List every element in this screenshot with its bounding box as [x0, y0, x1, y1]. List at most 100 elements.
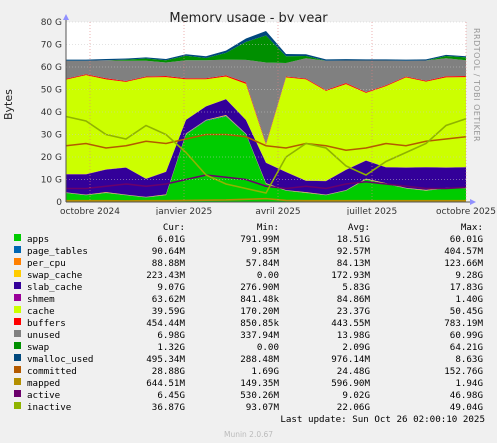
line-committed — [65, 133, 467, 152]
legend-max: 50.45G — [449, 306, 483, 317]
legend-avg: 2.09G — [342, 342, 370, 353]
legend-name: mapped — [27, 378, 61, 389]
legend-min: 57.84M — [245, 258, 279, 269]
legend-min: 841.48k — [240, 294, 279, 305]
x-tick-label: janvier 2025 — [155, 207, 213, 215]
legend-name: shmem — [27, 294, 55, 305]
legend-max: 783.19M — [444, 318, 483, 329]
legend-avg: 172.93M — [331, 270, 370, 281]
legend-name: unused — [27, 330, 61, 341]
legend-header-cur: Cur: — [162, 222, 185, 233]
legend-row: shmem 63.62M 841.48k 84.86M 1.40G — [0, 294, 497, 306]
legend-row: buffers 454.44M 850.85k 443.55M 783.19M — [0, 318, 497, 330]
legend-swatch — [14, 342, 21, 349]
legend-row: unused 6.98G 337.94M 13.98G 60.99G — [0, 330, 497, 342]
legend-name: slab_cache — [27, 282, 83, 293]
legend-cur: 63.62M — [151, 294, 185, 305]
legend-name: apps — [27, 234, 50, 245]
area-apps — [66, 116, 466, 202]
legend-min: 850.85k — [240, 318, 279, 329]
legend-min: 791.99M — [240, 234, 279, 245]
x-tick-label: avril 2025 — [255, 207, 300, 215]
legend-name: buffers — [27, 318, 66, 329]
legend-name: cache — [27, 306, 55, 317]
legend-row: mapped 644.51M 149.35M 596.90M 1.94G — [0, 378, 497, 390]
area-buffers — [66, 74, 466, 145]
y-tick-label: 50 G — [41, 86, 62, 96]
legend-name: active — [27, 390, 61, 401]
legend-max: 123.66M — [444, 258, 483, 269]
legend-row: committed 28.88G 1.69G 24.48G 152.76G — [0, 366, 497, 378]
legend-max: 49.04G — [449, 402, 483, 413]
legend-name: inactive — [27, 402, 72, 413]
legend-min: 0.00 — [256, 270, 279, 281]
legend-header-min: Min: — [256, 222, 279, 233]
legend-max: 64.21G — [449, 342, 483, 353]
legend-cur: 6.01G — [157, 234, 185, 245]
x-tick-label: octobre 2024 — [60, 207, 120, 215]
memory-usage-chart: 0 10 G 20 G 30 G 40 G 50 G 60 G 70 G 80 G octobre… — [41, 14, 496, 215]
x-tick-label: juillet 2025 — [346, 207, 398, 215]
legend-swatch — [14, 270, 21, 277]
legend-header-avg: Avg: — [347, 222, 370, 233]
legend-avg: 443.55M — [331, 318, 370, 329]
legend-swatch — [14, 366, 21, 373]
legend-avg: 596.90M — [331, 378, 370, 389]
legend-min: 1.69G — [251, 366, 279, 377]
legend-cur: 6.98G — [157, 330, 185, 341]
legend-row: per_cpu 88.88M 57.84M 84.13M 123.66M — [0, 258, 497, 270]
munin-version: Munin 2.0.67 — [223, 430, 274, 439]
legend-max: 1.40G — [455, 294, 483, 305]
area-swap — [66, 35, 466, 63]
legend-swatch — [14, 258, 21, 265]
legend-swatch — [14, 402, 21, 409]
legend-min: 337.94M — [240, 330, 279, 341]
y-tick-label: 60 G — [41, 63, 62, 73]
legend-swatch — [14, 294, 21, 301]
legend-avg: 84.13M — [336, 258, 370, 269]
legend-row: slab_cache 9.07G 276.90M 5.83G 17.83G — [0, 282, 497, 294]
legend-cur: 1.32G — [157, 342, 185, 353]
legend-cur: 9.07G — [157, 282, 185, 293]
legend-avg: 84.86M — [336, 294, 370, 305]
legend-min: 288.48M — [240, 354, 279, 365]
area-shmem — [66, 98, 466, 182]
legend-row: swap_cache 223.43M 0.00 172.93M 9.28G — [0, 270, 497, 282]
legend-header-max: Max: — [460, 222, 483, 233]
y-tick-label: 20 G — [41, 153, 62, 163]
legend-max: 8.63G — [455, 354, 483, 365]
legend-swatch — [14, 282, 21, 289]
legend-avg: 13.98G — [336, 330, 370, 341]
legend-min: 276.90M — [240, 282, 279, 293]
legend-cur: 495.34M — [146, 354, 185, 365]
x-tick-label: octobre 2025 — [436, 207, 496, 215]
legend-cur: 28.88G — [151, 366, 185, 377]
line-mapped — [66, 197, 466, 202]
legend-max: 1.94G — [455, 378, 483, 389]
y-tick-label: 30 G — [41, 131, 62, 141]
area-unused — [66, 58, 466, 144]
legend-cur: 36.87G — [151, 402, 185, 413]
legend-avg: 92.57M — [336, 246, 370, 257]
legend-max: 60.01G — [449, 234, 483, 245]
legend-name: vmalloc_used — [27, 354, 94, 365]
line-active — [66, 174, 467, 190]
legend-cur: 90.64M — [151, 246, 185, 257]
y-tick-label: 40 G — [41, 108, 62, 118]
legend-min: 9.85M — [251, 246, 279, 257]
y-tick-label: 80 G — [41, 18, 62, 28]
x-axis-arrow — [470, 199, 476, 205]
legend-max: 152.76G — [444, 366, 483, 377]
legend-min: 170.20M — [240, 306, 279, 317]
legend-max: 60.99G — [449, 330, 483, 341]
legend-swatch — [14, 330, 21, 337]
y-tick-label: 0 — [56, 198, 62, 208]
y-tick-label: 10 G — [41, 176, 62, 186]
legend-avg: 9.02G — [342, 390, 370, 401]
legend-row: vmalloc_used 495.34M 288.48M 976.14M 8.63G — [0, 354, 497, 366]
legend-name: page_tables — [27, 246, 88, 257]
legend-row: page_tables 90.64M 9.85M 92.57M 404.57M — [0, 246, 497, 258]
area-cache — [66, 75, 466, 181]
legend-min: 0.00 — [256, 342, 279, 353]
legend-avg: 18.51G — [336, 234, 370, 245]
